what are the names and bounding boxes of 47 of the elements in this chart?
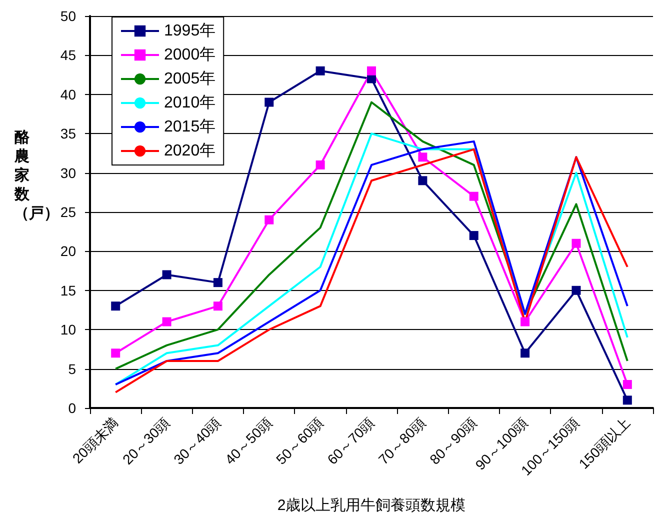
point [264,215,274,224]
point [316,160,325,170]
point [111,348,120,358]
y-tick-label: 40 [60,86,76,102]
point [622,396,632,405]
x-axis-title: 2歳以上乳用牛飼養頭数規模 [277,497,466,514]
y-tick-label: 35 [60,126,76,142]
y-tick-label: 0 [68,400,76,416]
x-tick-label: 70～80頭 [375,414,428,468]
point [469,192,478,201]
point [111,302,120,311]
point [622,380,632,389]
y-tick-label: 5 [68,360,76,377]
x-tick-label: 20～30頭 [119,414,172,468]
point [572,286,581,295]
x-tick-label: 60～70頭 [324,414,378,468]
point [213,278,222,288]
point [520,348,530,358]
x-tick-label: 50～60頭 [272,414,326,468]
x-tick-label: 20頭未満 [69,414,122,466]
point [572,238,581,248]
point [418,176,428,186]
point [520,317,530,326]
point [162,270,172,280]
legend-label: 2005年 [164,70,216,88]
x-tick-label: 40～50頭 [222,414,275,468]
y-tick-label: 45 [60,47,76,64]
y-tick-label: 15 [60,282,76,298]
x-tick-label: 30～40頭 [170,414,224,468]
point [316,66,325,76]
point [213,302,222,311]
point [264,98,274,107]
legend-label: 1995年 [164,22,216,40]
legend-label: 2015年 [164,118,216,136]
y-tick-label: 25 [60,204,76,220]
point [418,152,428,162]
y-tick-label: 30 [60,164,76,181]
legend-label: 2000年 [164,46,216,64]
legend-label: 2020年 [164,142,216,160]
point [469,231,478,240]
y-tick-label: 20 [60,243,76,260]
y-axis-title: 酪農家数（戸） [14,128,59,223]
legend-label: 2010年 [164,94,216,112]
point [162,317,172,326]
point [367,66,376,76]
y-tick-label: 10 [60,322,76,338]
y-tick-label: 50 [60,8,76,24]
